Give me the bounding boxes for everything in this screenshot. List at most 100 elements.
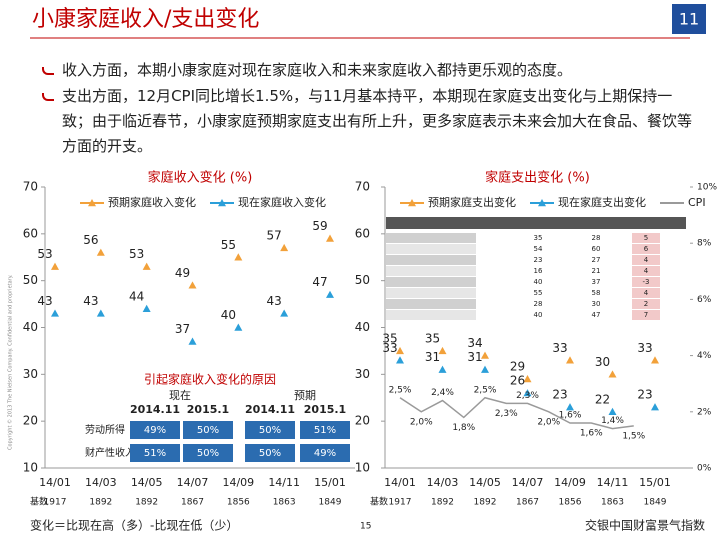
table-header — [386, 217, 686, 229]
row-label: 劳动所得 — [85, 423, 125, 436]
diff-cell — [632, 233, 660, 243]
table-value: 47 — [592, 311, 601, 319]
value-label: 26 — [510, 374, 525, 388]
base-value: 1867 — [516, 498, 539, 508]
marker — [396, 346, 404, 355]
table-cell — [245, 421, 295, 439]
diff-cell — [632, 266, 660, 276]
table-value: 28 — [534, 300, 543, 308]
y-tick-label: 10 — [355, 461, 370, 475]
x-tick-label: 14/01 — [39, 476, 71, 489]
value-label: 55 — [221, 238, 236, 252]
base-value: 1867 — [181, 498, 204, 508]
value-label: 59 — [312, 219, 327, 233]
row-label-box — [386, 266, 476, 276]
diff-cell — [632, 277, 660, 287]
cpi-label: 1,4% — [601, 416, 624, 426]
marker — [566, 356, 574, 364]
row-label-box — [386, 288, 476, 298]
table-cell — [183, 421, 233, 439]
marker — [438, 346, 447, 355]
table-value: 49% — [314, 448, 336, 459]
cpi-label: 1,5% — [622, 431, 645, 441]
table-value: 30 — [592, 300, 601, 308]
table-value: 4 — [644, 267, 649, 275]
y-tick-label: 20 — [23, 414, 38, 428]
table-cell — [183, 444, 233, 462]
cpi-label: 1,6% — [580, 429, 603, 439]
table-date: 2015.1 — [304, 403, 346, 416]
table-value: -3 — [643, 278, 650, 286]
value-label: 34 — [467, 336, 482, 350]
value-label: 37 — [175, 322, 190, 336]
value-label: 31 — [467, 350, 482, 364]
y2-tick-label: 6% — [697, 295, 712, 305]
marker — [523, 389, 532, 397]
marker — [234, 323, 243, 331]
marker — [188, 337, 197, 345]
table-value: 21 — [592, 267, 601, 275]
base-value: 1849 — [319, 498, 342, 508]
y-tick-label: 60 — [355, 226, 370, 240]
value-label: 33 — [552, 341, 567, 355]
x-tick-label: 14/07 — [177, 476, 209, 489]
y-tick-label: 70 — [355, 180, 370, 194]
base-value: 1856 — [227, 498, 250, 508]
x-tick-label: 14/05 — [131, 476, 163, 489]
diff-cell — [632, 255, 660, 265]
x-tick-label: 14/11 — [597, 476, 629, 489]
cpi-label: 2,5% — [474, 385, 497, 395]
value-label: 35 — [382, 331, 397, 345]
y2-tick-label: 8% — [697, 239, 712, 249]
x-tick-label: 14/11 — [268, 476, 300, 489]
marker — [566, 403, 574, 411]
y-tick-label: 30 — [355, 367, 370, 381]
legend-label: CPI — [688, 196, 706, 209]
row-label: 财产性收入 — [85, 446, 135, 459]
diff-cell — [632, 299, 660, 309]
base-value: 1917 — [44, 498, 67, 508]
row-label-box — [386, 244, 476, 254]
bullet: 支出方面，12月CPI同比增长1.5%，与11月基本持平，本期现在家庭支出变化与… — [42, 84, 702, 159]
diff-cell — [632, 288, 660, 298]
marker — [51, 262, 59, 270]
legend-marker — [538, 199, 546, 207]
row-label-box — [386, 233, 476, 243]
table-value: 58 — [592, 289, 601, 297]
y2-tick-label: 2% — [697, 407, 712, 417]
table-value: 4 — [644, 256, 649, 264]
page-badge-box — [672, 4, 706, 34]
x-tick-label: 14/09 — [222, 476, 254, 489]
page-badge: 11 — [679, 10, 699, 29]
marker — [234, 253, 243, 261]
legend-marker — [408, 199, 416, 207]
value-label: 31 — [425, 350, 440, 364]
table-date: 2014.11 — [130, 403, 180, 416]
marker — [608, 370, 617, 378]
x-tick-label: 14/03 — [427, 476, 459, 489]
table-date: 2015.1 — [187, 403, 229, 416]
base-value: 1892 — [474, 498, 497, 508]
x-tick-label: 15/01 — [314, 476, 346, 489]
table-cell — [300, 421, 350, 439]
value-label: 53 — [129, 247, 144, 261]
brand: 交银中国财富景气指数 — [585, 518, 705, 533]
base-value: 1856 — [559, 498, 582, 508]
table-value: 50% — [197, 425, 219, 436]
y-tick-label: 20 — [355, 414, 370, 428]
table-value: 51% — [314, 425, 336, 436]
table-group: 现在 — [169, 389, 191, 402]
y-tick-label: 50 — [23, 273, 38, 287]
value-label: 40 — [221, 308, 236, 322]
marker — [280, 309, 289, 317]
marker — [142, 262, 151, 270]
value-label: 30 — [595, 355, 610, 369]
y-tick-label: 10 — [23, 461, 38, 475]
marker — [96, 309, 105, 317]
table-value: 16 — [534, 267, 543, 275]
cpi-label: 2,0% — [537, 417, 560, 427]
value-label: 43 — [83, 294, 98, 308]
row-label-box — [386, 310, 476, 320]
value-label: 56 — [83, 233, 98, 247]
table-value: 7 — [644, 311, 648, 319]
